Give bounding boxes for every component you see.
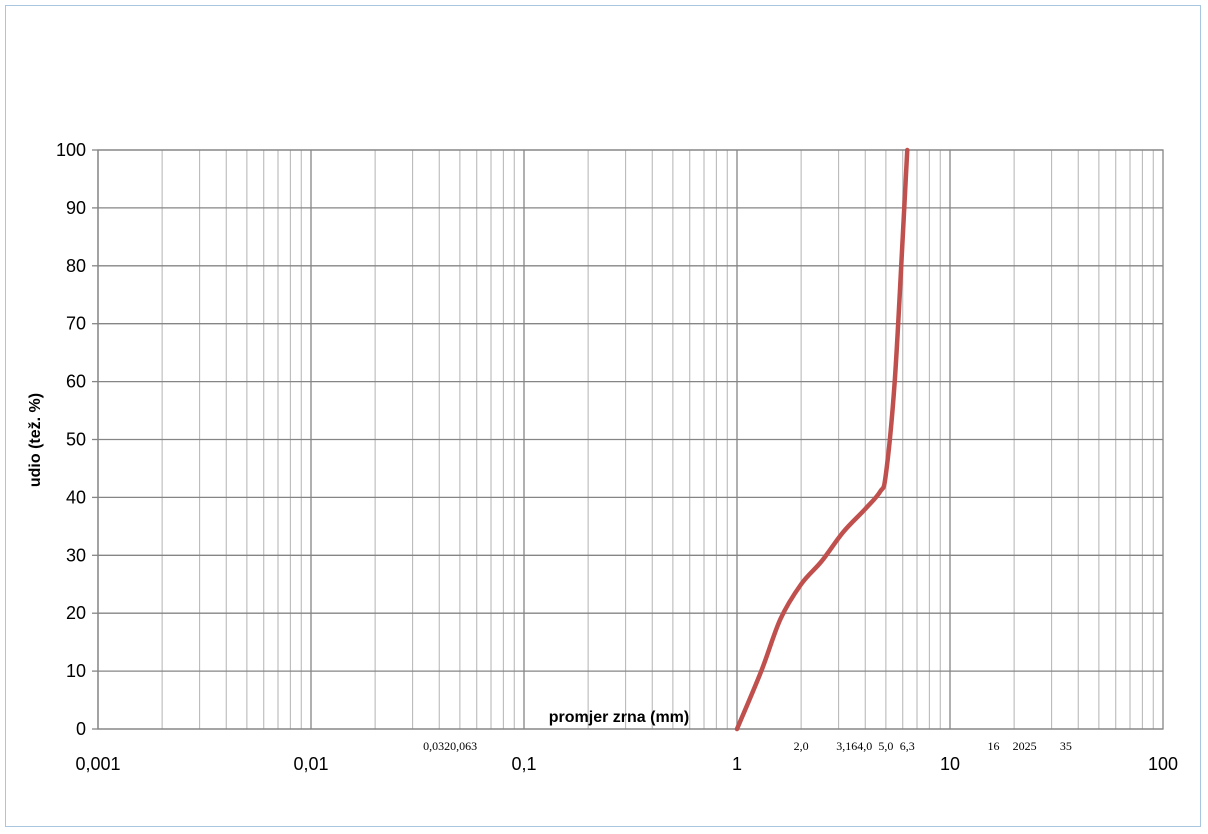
x-tick-label: 0,1 — [511, 754, 536, 774]
x-tick-label: 10 — [940, 754, 960, 774]
sieve-label: 5,0 — [878, 739, 893, 753]
x-tick-label: 0,01 — [293, 754, 328, 774]
x-tick-label: 1 — [732, 754, 742, 774]
sieve-label: 35 — [1060, 739, 1072, 753]
sieve-label: 16 — [987, 739, 999, 753]
y-tick-label: 60 — [66, 372, 86, 392]
y-tick-label: 20 — [66, 603, 86, 623]
sieve-label: 6,3 — [900, 739, 915, 753]
y-tick-label: 50 — [66, 430, 86, 450]
y-tick-label: 40 — [66, 487, 86, 507]
series-group — [734, 147, 910, 732]
plot-area — [97, 149, 1164, 730]
y-tick-label: 10 — [66, 661, 86, 681]
chart-frame — [5, 5, 1201, 827]
sieve-labels: 0,0320,063 2,0 3,164,0 5,0 6,3 16 2025 35 — [423, 739, 1072, 753]
sieve-label: 0,0320,063 — [423, 739, 477, 753]
y-tick-label: 70 — [66, 314, 86, 334]
sieve-label: 2025 — [1013, 739, 1037, 753]
y-tick-label: 0 — [76, 719, 86, 739]
sieve-label: 3,164,0 — [836, 739, 872, 753]
y-tick-labels: 0 10 20 30 40 50 60 70 80 90 100 — [56, 140, 86, 739]
x-axis-title: promjer zrna (mm) — [549, 709, 689, 726]
x-tick-labels: 0,001 0,01 0,1 1 10 100 — [75, 754, 1178, 774]
grid — [92, 149, 1163, 730]
x-tick-label: 100 — [1148, 754, 1178, 774]
y-tick-label: 90 — [66, 198, 86, 218]
y-tick-label: 80 — [66, 256, 86, 276]
y-tick-label: 30 — [66, 545, 86, 565]
sieve-label: 2,0 — [794, 739, 809, 753]
plot-border — [97, 149, 1164, 730]
x-tick-label: 0,001 — [75, 754, 120, 774]
y-tick-label: 100 — [56, 140, 86, 160]
y-axis-title: udio (tež. %) — [27, 393, 44, 487]
grading-curve — [734, 147, 910, 732]
